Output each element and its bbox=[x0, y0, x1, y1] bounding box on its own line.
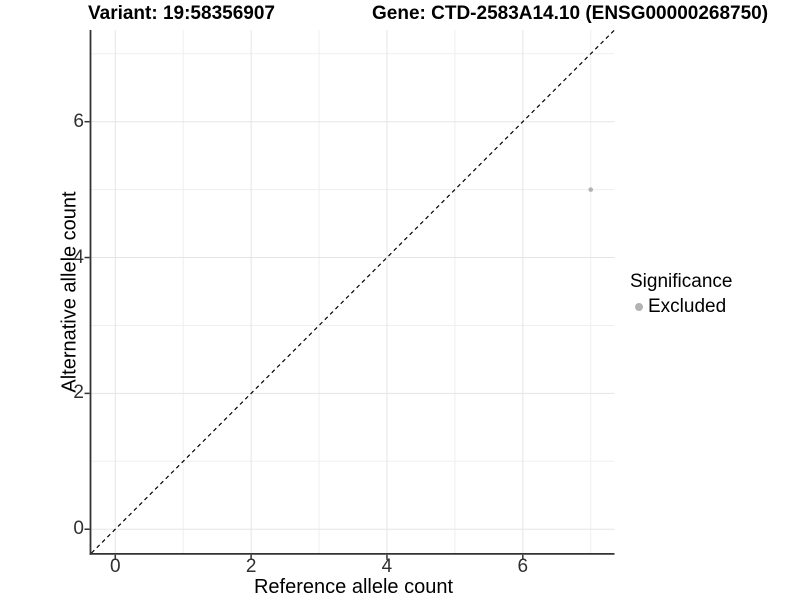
x-tick-label: 6 bbox=[517, 556, 529, 577]
legend-title: Significance bbox=[630, 271, 733, 292]
y-tick-label: 2 bbox=[73, 382, 84, 404]
x-tick-label: 0 bbox=[109, 556, 121, 577]
legend-item-excluded: Excluded bbox=[630, 295, 732, 318]
gene-title: Gene: CTD-2583A14.10 (ENSG00000268750) bbox=[372, 3, 769, 24]
y-tick-label: 0 bbox=[73, 518, 84, 540]
y-tick-label: 4 bbox=[73, 246, 84, 268]
x-axis-title: Reference allele count bbox=[253, 576, 453, 598]
x-tick-label: 2 bbox=[245, 556, 257, 577]
identity-line bbox=[91, 29, 615, 554]
y-axis-title: Alternative allele count bbox=[58, 191, 81, 393]
data-point bbox=[588, 187, 594, 192]
variant-title: Variant: 19:58356907 bbox=[88, 3, 275, 24]
legend-key-dot-icon bbox=[635, 302, 643, 311]
legend: Significance Excluded bbox=[630, 270, 732, 318]
legend-item-label: Excluded bbox=[648, 296, 727, 317]
x-tick-label: 4 bbox=[381, 556, 393, 577]
y-tick-label: 6 bbox=[73, 110, 84, 132]
